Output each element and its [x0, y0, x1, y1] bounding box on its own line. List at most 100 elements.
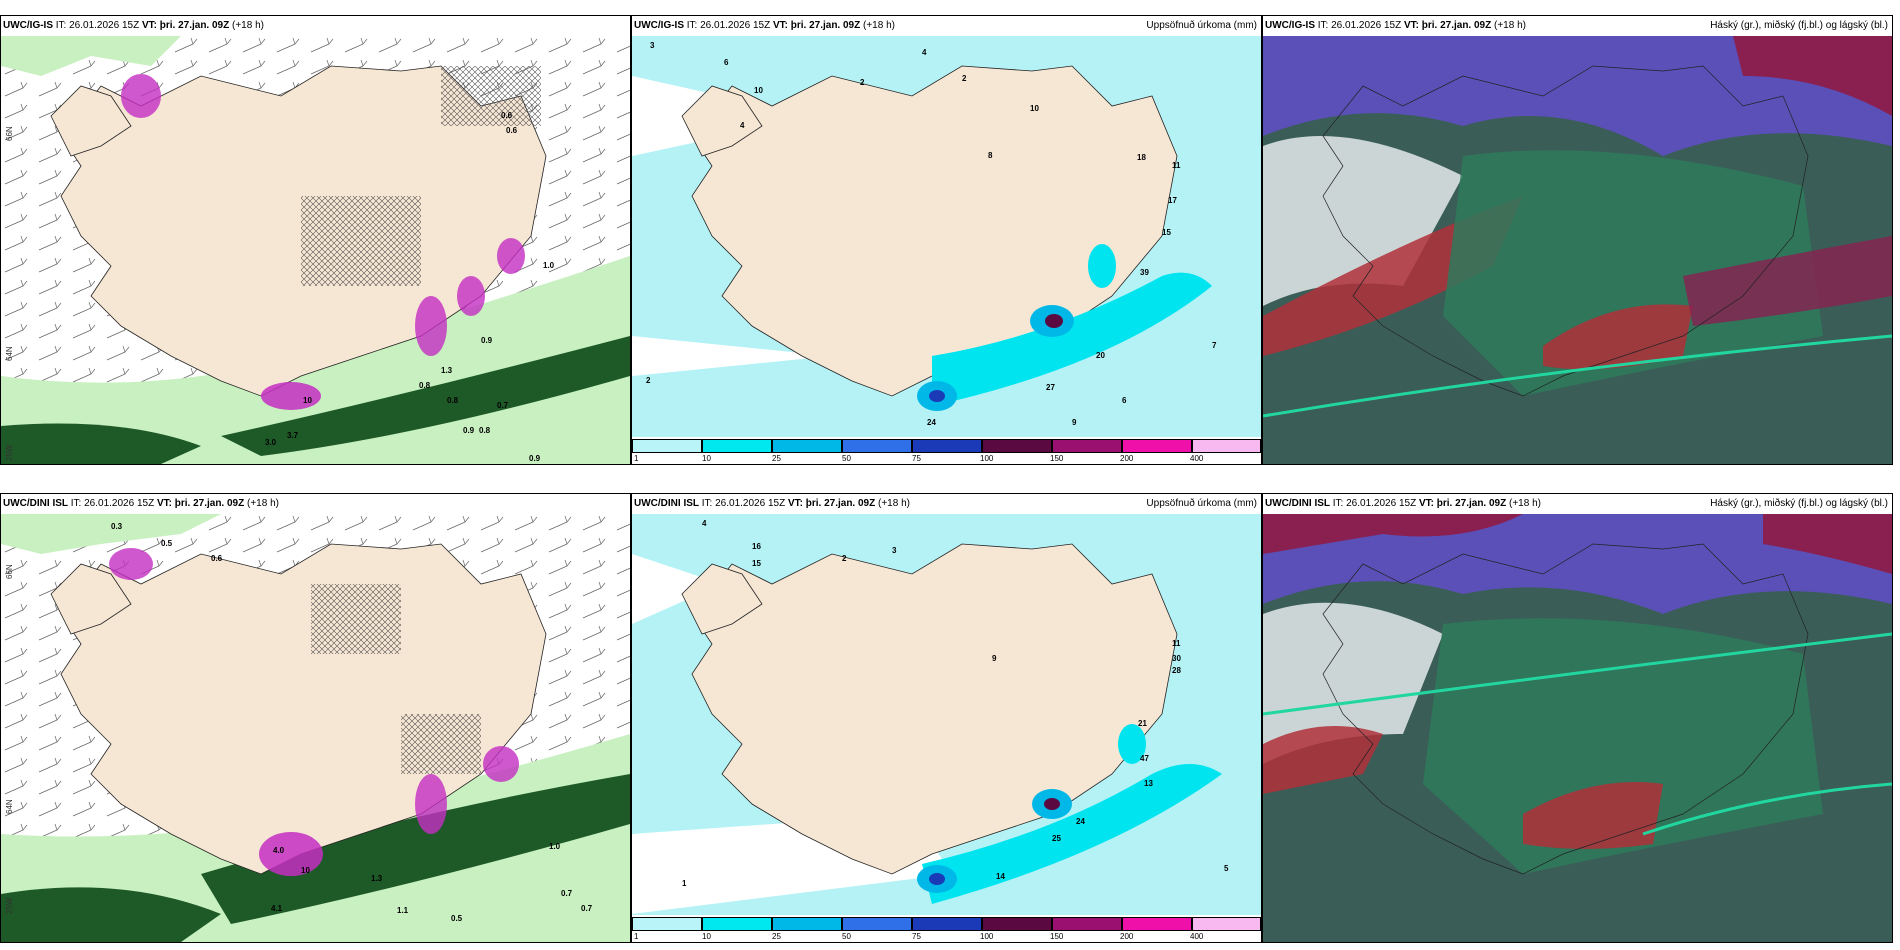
wind-map: [1, 514, 630, 942]
colorbar-swatch: [842, 439, 912, 453]
lead-time: (+18 h): [878, 498, 910, 509]
precip-value: 9: [1072, 418, 1077, 427]
wind-value: 3.0: [265, 438, 277, 447]
precip-value: 10: [754, 86, 763, 95]
wind-value: 0.8: [479, 426, 491, 435]
precip-value: 47: [1140, 754, 1149, 763]
precip-value: 11: [1172, 161, 1181, 170]
model-name: UWC/IG-IS: [1265, 20, 1315, 31]
colorbar-tick: 100: [980, 932, 994, 941]
panel-header: UWC/IG-IS IT: 26.01.2026 15Z VT: þri. 27…: [632, 16, 1261, 36]
vt-value: þri. 27.jan. 09Z: [805, 498, 876, 509]
wind-value: 1.3: [441, 366, 453, 375]
precip-value: 21: [1138, 719, 1147, 728]
model-name: UWC/DINI ISL: [3, 498, 68, 509]
colorbar-tick: 75: [912, 454, 921, 463]
colorbar-swatch: [632, 439, 702, 453]
precip-value: 27: [1046, 383, 1055, 392]
model-name: UWC/DINI ISL: [1265, 498, 1330, 509]
vt-label: VT:: [787, 498, 803, 509]
colorbar-tick: 150: [1050, 454, 1064, 463]
precip-value: 14: [996, 872, 1005, 881]
wind-value: 1.3: [371, 874, 383, 883]
wind-value: 1.0: [543, 261, 555, 270]
colorbar-tick: 1: [634, 932, 639, 941]
panel-header: UWC/IG-IS IT: 26.01.2026 15Z VT: þri. 27…: [1, 16, 630, 36]
wind-value: 0.7: [497, 401, 509, 410]
it-value: 26.01.2026 15Z: [84, 498, 155, 509]
precip-value: 28: [1172, 666, 1181, 675]
model-name: UWC/IG-IS: [634, 20, 684, 31]
colorbar-tick: 10: [702, 932, 711, 941]
precip-panel-row1: UWC/IG-IS IT: 26.01.2026 15Z VT: þri. 27…: [631, 15, 1262, 465]
colorbar-swatch: [1192, 439, 1261, 453]
it-value: 26.01.2026 15Z: [1331, 20, 1402, 31]
colorbar-swatch: [982, 439, 1052, 453]
colorbar-swatch: [1192, 917, 1261, 931]
vt-value: þri. 27.jan. 09Z: [174, 498, 245, 509]
vt-value: þri. 27.jan. 09Z: [159, 20, 230, 31]
vt-label: VT:: [141, 20, 157, 31]
it-label: IT:: [1332, 498, 1344, 509]
it-value: 26.01.2026 15Z: [69, 20, 140, 31]
colorbar-tick: 100: [980, 454, 994, 463]
colorbar-swatch: [1122, 917, 1192, 931]
it-label: IT:: [701, 498, 713, 509]
wind-value: 0.7: [581, 904, 593, 913]
vt-value: þri. 27.jan. 09Z: [1436, 498, 1507, 509]
precip-value: 10: [1030, 104, 1039, 113]
vt-label: VT:: [772, 20, 788, 31]
precip-colorbar: 1 10 25 50 75 100 150 200 400: [632, 915, 1261, 942]
precip-value: 2: [842, 554, 847, 563]
colorbar-tick: 25: [772, 932, 781, 941]
precip-value: 20: [1096, 351, 1105, 360]
precip-value: 2: [860, 78, 865, 87]
precip-value: 16: [752, 542, 761, 551]
cloud-map: [1263, 36, 1892, 464]
wind-value: 0.8: [419, 381, 431, 390]
colorbar-swatch: [632, 917, 702, 931]
precip-value: 2: [962, 74, 967, 83]
precip-value: 17: [1168, 196, 1177, 205]
wind-value: 0.5: [161, 539, 173, 548]
precip-value: 2: [646, 376, 651, 385]
precip-value: 6: [724, 58, 729, 67]
precip-value: 7: [1212, 341, 1217, 350]
wind-value: 0.9: [481, 336, 493, 345]
colorbar-swatch: [1052, 439, 1122, 453]
panel-header: UWC/DINI ISL IT: 26.01.2026 15Z VT: þri.…: [632, 494, 1261, 514]
wind-value: 3.7: [287, 431, 299, 440]
precip-value: 1: [682, 879, 687, 888]
colorbar-swatch: [912, 917, 982, 931]
wind-value: 1.1: [397, 906, 409, 915]
colorbar-tick: 50: [842, 454, 851, 463]
wind-value: 0.9: [463, 426, 475, 435]
wind-value: 0.7: [561, 889, 573, 898]
colorbar-tick: 400: [1190, 454, 1204, 463]
lead-time: (+18 h): [1509, 498, 1541, 509]
wind-value: 0.5: [451, 914, 463, 923]
precip-value: 4: [702, 519, 707, 528]
wind-value: 0.6: [211, 554, 223, 563]
precip-value: 4: [740, 121, 745, 130]
precip-value: 3: [892, 546, 897, 555]
vt-value: þri. 27.jan. 09Z: [790, 20, 861, 31]
wind-value: 0.6: [501, 111, 513, 120]
colorbar-tick: 400: [1190, 932, 1204, 941]
precip-value: 15: [1162, 228, 1171, 237]
vt-label: VT:: [1403, 20, 1419, 31]
panel-title: Háský (gr.), miðský (fj.bl.) og lágský (…: [1710, 20, 1888, 31]
it-label: IT:: [70, 498, 82, 509]
colorbar-tick: 75: [912, 932, 921, 941]
colorbar-swatch: [912, 439, 982, 453]
precip-value: 9: [992, 654, 997, 663]
it-value: 26.01.2026 15Z: [700, 20, 771, 31]
precip-value: 13: [1144, 779, 1153, 788]
precip-panel-row2: UWC/DINI ISL IT: 26.01.2026 15Z VT: þri.…: [631, 493, 1262, 943]
precip-value: 4: [922, 48, 927, 57]
precip-value: 6: [1122, 396, 1127, 405]
precip-value: 18: [1137, 153, 1146, 162]
vt-label: VT:: [1418, 498, 1434, 509]
colorbar-swatch: [1122, 439, 1192, 453]
precip-map: [632, 514, 1261, 942]
